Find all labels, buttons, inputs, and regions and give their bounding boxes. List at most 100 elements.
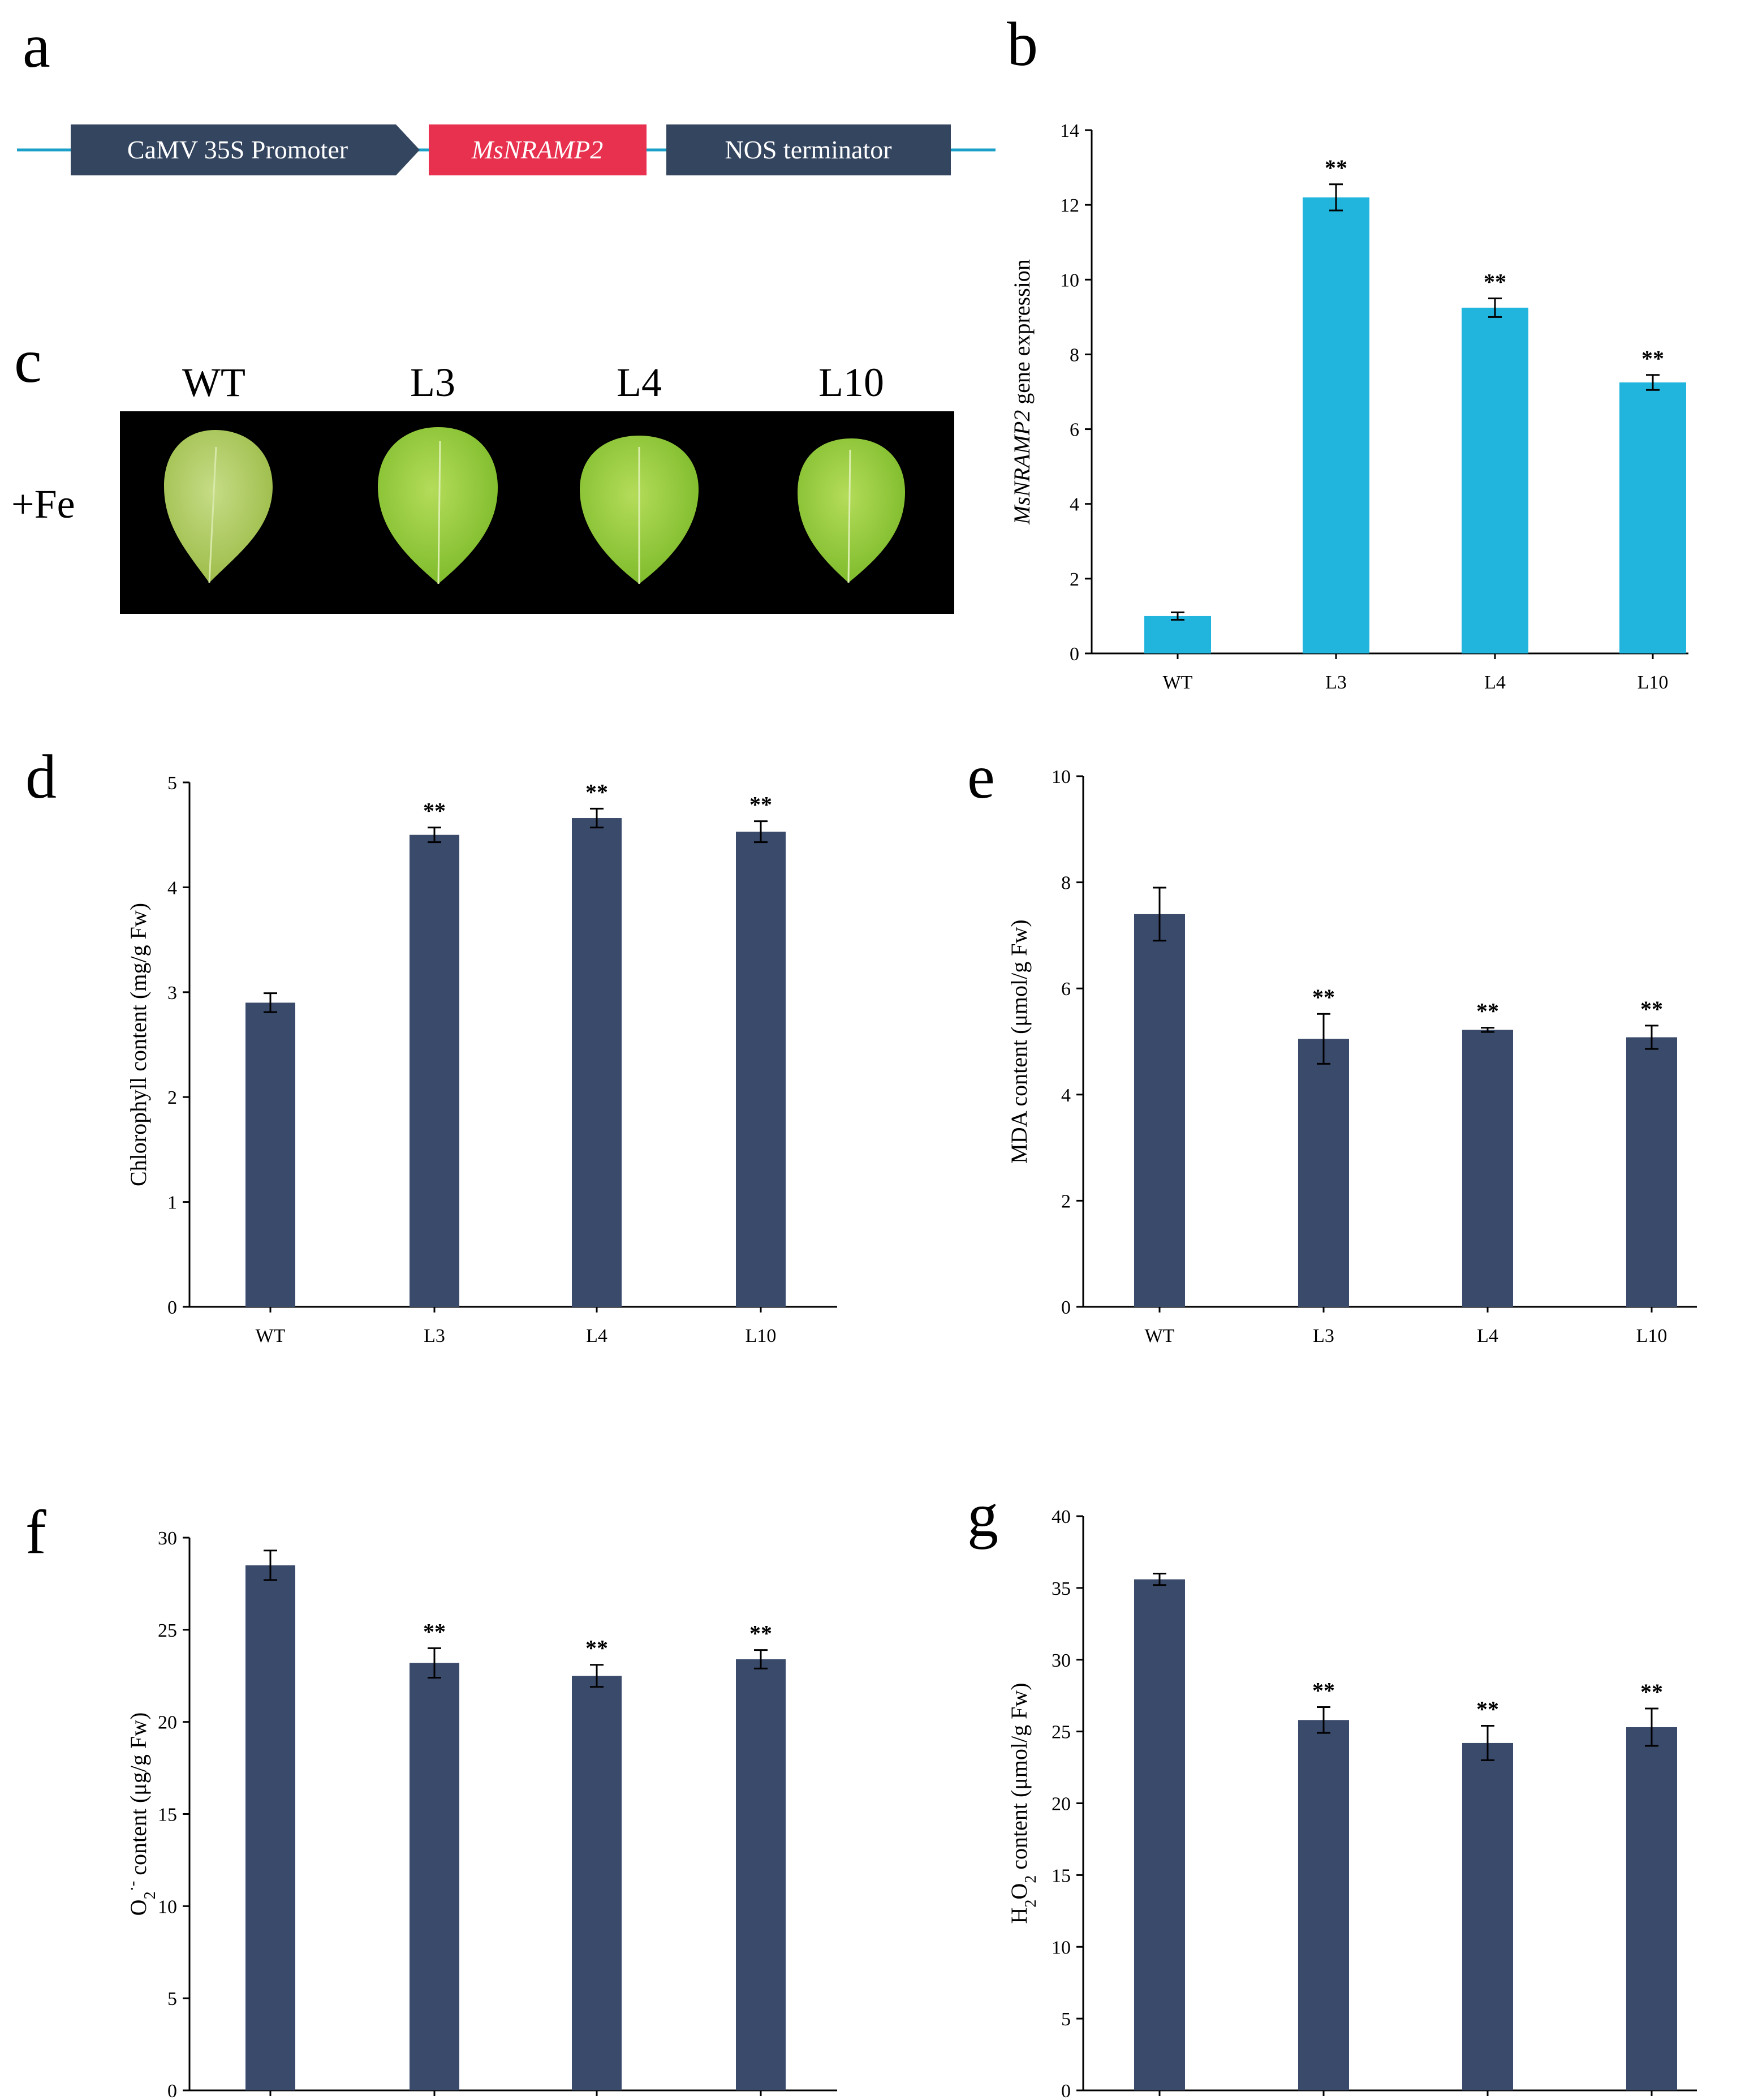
y-tick-label: 30 bbox=[1052, 1650, 1071, 1671]
significance-label: ** bbox=[749, 1621, 772, 1646]
significance-label: ** bbox=[585, 1636, 608, 1661]
panel-letter-g: g bbox=[967, 1481, 998, 1550]
bar-l3 bbox=[1298, 1720, 1349, 2090]
y-axis-title: MsNRAMP2 gene expression bbox=[1009, 259, 1035, 525]
y-tick-label: 2 bbox=[167, 1087, 177, 1108]
x-tick-label: L10 bbox=[1638, 672, 1669, 693]
bar-l10 bbox=[1619, 382, 1686, 653]
significance-label: ** bbox=[423, 1619, 446, 1644]
leaf-column-label-wt: WT bbox=[182, 360, 245, 405]
y-axis-title-rest: gene expression bbox=[1009, 259, 1035, 410]
panel-letter-b: b bbox=[1007, 10, 1038, 79]
y-tick-label: 10 bbox=[1060, 270, 1079, 291]
y-tick-label: 25 bbox=[1052, 1722, 1071, 1743]
bar-l4 bbox=[1462, 1742, 1513, 2090]
panel-letter-c: c bbox=[14, 326, 42, 395]
significance-label: ** bbox=[1640, 1679, 1663, 1705]
significance-label: ** bbox=[1640, 996, 1663, 1022]
significance-label: ** bbox=[1325, 155, 1347, 180]
y-axis-title-sup: ·- bbox=[124, 1881, 141, 1892]
y-tick-label: 0 bbox=[167, 2081, 177, 2100]
chart-d: d 0 1 2 3 4 5 WT ** L3 ** L4 ** L10 Chlorophyll conten… bbox=[25, 742, 837, 1346]
y-axis-title: MDA content (μmol/g Fw) bbox=[1006, 919, 1032, 1163]
chart-g: g0510152025303540WT**L3**L4**L10H2O2 con… bbox=[967, 1481, 1697, 2100]
y-tick-label: 20 bbox=[1052, 1794, 1071, 1815]
significance-label: ** bbox=[1312, 984, 1335, 1010]
leaf-column-label-l4: L4 bbox=[617, 360, 662, 405]
significance-label: ** bbox=[1476, 1696, 1499, 1722]
panel-letter-d: d bbox=[25, 742, 57, 811]
y-tick-label: 20 bbox=[158, 1712, 177, 1733]
y-tick-label: 2 bbox=[1070, 569, 1079, 590]
bar-l4 bbox=[572, 1676, 622, 2090]
bar-l4 bbox=[1462, 307, 1528, 653]
bar-wt bbox=[1144, 616, 1211, 653]
significance-label: ** bbox=[585, 779, 608, 804]
y-axis-title-part: O bbox=[126, 1899, 151, 1916]
significance-label: ** bbox=[1476, 999, 1499, 1024]
y-axis-title-sub: 2 bbox=[141, 1891, 159, 1899]
x-tick-label: L4 bbox=[1484, 672, 1506, 693]
y-axis-title-part: content (μmol/g Fw) bbox=[1006, 1682, 1032, 1875]
y-tick-label: 0 bbox=[1070, 644, 1079, 665]
bar-wt bbox=[1134, 914, 1185, 1307]
y-axis-title-sub: 2 bbox=[1022, 1900, 1040, 1908]
x-tick-label: WT bbox=[1163, 672, 1193, 693]
y-tick-label: 0 bbox=[167, 1297, 177, 1318]
gene-label: MsNRAMP2 bbox=[471, 135, 604, 164]
significance-label: ** bbox=[749, 792, 772, 817]
terminator-block bbox=[666, 124, 951, 175]
x-tick-label: L3 bbox=[1313, 1326, 1334, 1346]
y-axis-title-part: H bbox=[1006, 1908, 1032, 1924]
y-tick-label: 0 bbox=[1061, 2081, 1071, 2100]
bar-l3 bbox=[410, 834, 459, 1307]
y-tick-label: 8 bbox=[1061, 873, 1071, 894]
y-tick-label: 2 bbox=[1061, 1191, 1071, 1212]
promoter-label: CaMV 35S Promoter bbox=[127, 135, 348, 164]
y-tick-label: 5 bbox=[1061, 2009, 1071, 2030]
leaf-l10 bbox=[798, 438, 905, 583]
y-axis-title-part: O bbox=[1006, 1883, 1032, 1900]
y-tick-label: 30 bbox=[158, 1528, 177, 1549]
y-tick-label: 1 bbox=[167, 1193, 177, 1213]
significance-label: ** bbox=[423, 798, 446, 824]
y-axis-title-part: content (μg/g Fw) bbox=[126, 1712, 151, 1881]
significance-label: ** bbox=[1484, 269, 1506, 294]
leaf-column-label-l3: L3 bbox=[410, 360, 455, 405]
x-tick-label: L10 bbox=[1636, 1326, 1667, 1346]
y-axis-title: Chlorophyll content (mg/g Fw) bbox=[126, 903, 151, 1186]
panel-letter-a: a bbox=[23, 11, 50, 80]
panel-a: a CaMV 35S Promoter MsNRAMP2 NOS termina… bbox=[17, 11, 996, 175]
chart-e: e 0 2 4 6 8 10 WT ** L3 ** L4 ** L10 MDA content (μmol… bbox=[967, 742, 1697, 1346]
y-tick-label: 35 bbox=[1052, 1578, 1071, 1599]
leaf-column-label-l10: L10 bbox=[818, 360, 884, 405]
y-tick-label: 10 bbox=[1052, 767, 1071, 787]
bar-l4 bbox=[1462, 1030, 1513, 1307]
y-tick-label: 10 bbox=[158, 1896, 177, 1917]
y-tick-label: 4 bbox=[1061, 1085, 1071, 1106]
x-tick-label: L4 bbox=[586, 1326, 607, 1346]
x-tick-label: L3 bbox=[424, 1326, 445, 1346]
leaf-wt bbox=[164, 430, 273, 583]
leaf-l4 bbox=[580, 436, 699, 584]
bar-wt bbox=[1134, 1579, 1185, 2090]
x-tick-label: WT bbox=[256, 1326, 286, 1346]
y-tick-label: 5 bbox=[167, 1989, 177, 2009]
x-tick-label: L4 bbox=[1477, 1326, 1498, 1346]
leaf-row-label: +Fe bbox=[11, 481, 75, 527]
bar-l10 bbox=[736, 832, 786, 1307]
y-tick-label: 6 bbox=[1070, 420, 1079, 441]
panel-letter-f: f bbox=[25, 1497, 46, 1567]
y-tick-label: 25 bbox=[158, 1620, 177, 1641]
y-tick-label: 4 bbox=[167, 877, 177, 898]
bar-wt bbox=[245, 1002, 295, 1307]
chart-f: f051015202530WT**L3**L4**L10O2·- content… bbox=[25, 1497, 837, 2100]
significance-label: ** bbox=[1641, 346, 1664, 371]
y-tick-label: 14 bbox=[1060, 121, 1079, 141]
bar-wt bbox=[245, 1565, 295, 2090]
y-tick-label: 0 bbox=[1061, 1297, 1071, 1318]
y-axis-title: H2O2 content (μmol/g Fw) bbox=[1006, 1682, 1040, 1923]
y-tick-label: 6 bbox=[1061, 979, 1071, 1000]
y-tick-label: 3 bbox=[167, 983, 177, 1004]
